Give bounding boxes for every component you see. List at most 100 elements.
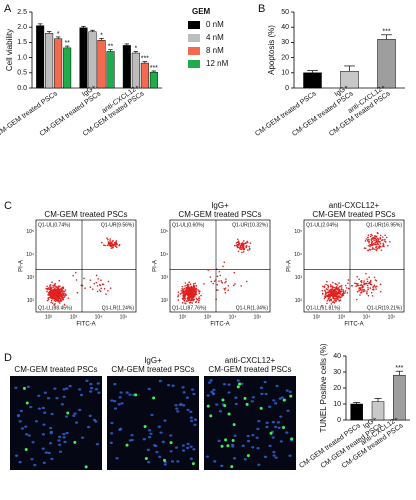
cell-dot xyxy=(344,284,347,287)
legend-swatch xyxy=(188,60,200,68)
cell-dot xyxy=(339,299,342,301)
cell-dot xyxy=(52,286,54,289)
cell-dot xyxy=(241,242,243,245)
cell-dot xyxy=(330,300,332,302)
cell-dot xyxy=(52,294,55,296)
nucleus xyxy=(155,450,159,454)
cell-dot xyxy=(363,283,365,286)
significance: ** xyxy=(64,40,70,47)
cell-dot xyxy=(335,285,338,288)
cell-dot xyxy=(356,284,359,287)
nucleus xyxy=(118,428,122,432)
cell-dot xyxy=(374,234,376,237)
nucleus xyxy=(37,407,41,410)
nucleus xyxy=(96,382,100,385)
nucleus xyxy=(251,446,255,449)
cell-dot xyxy=(45,287,48,290)
nucleus xyxy=(190,388,195,391)
cell-dot xyxy=(338,291,341,293)
cell-dot xyxy=(342,292,344,295)
cell-dot xyxy=(54,300,57,302)
cell-dot xyxy=(368,242,370,244)
cell-dot xyxy=(195,293,198,296)
nucleus xyxy=(218,410,223,413)
cell-dot xyxy=(379,283,382,286)
cell-dot xyxy=(58,302,61,304)
nucleus xyxy=(259,386,263,390)
nucleus xyxy=(115,457,119,460)
x-tick-label: CM-GEM treated PSCs xyxy=(254,90,318,138)
y-tick-label: 1.5 xyxy=(17,39,27,46)
cell-dot xyxy=(197,297,200,300)
nucleus xyxy=(286,409,290,413)
cell-dot xyxy=(380,249,383,251)
cell-dot xyxy=(379,290,382,293)
cell-dot xyxy=(372,285,375,288)
cell-dot xyxy=(360,292,362,294)
cell-dot xyxy=(322,285,324,288)
cell-dot xyxy=(367,286,369,289)
cell-dot xyxy=(366,292,368,295)
nucleus xyxy=(118,396,122,399)
nucleus xyxy=(264,392,268,396)
bar xyxy=(377,39,396,89)
cell-dot xyxy=(103,244,105,247)
y-tick-label: 10⁴ xyxy=(160,252,168,258)
cell-dot xyxy=(371,237,374,239)
cell-dot xyxy=(238,243,241,245)
cell-dot xyxy=(322,293,324,295)
cell-dot xyxy=(363,288,365,291)
apoptotic-cell xyxy=(290,437,294,441)
nucleus xyxy=(217,439,221,443)
cell-dot xyxy=(220,280,222,282)
cell-dot xyxy=(224,289,226,291)
quadrant-label: Q1-LL(88.45%) xyxy=(38,305,73,311)
cell-dot xyxy=(183,294,186,297)
cell-dot xyxy=(338,295,341,297)
cell-dot xyxy=(360,283,363,286)
y-tick-label: 30 xyxy=(333,369,341,376)
cell-dot xyxy=(340,288,343,291)
bar xyxy=(393,374,406,421)
cell-dot xyxy=(196,299,198,301)
cell-dot xyxy=(195,290,197,292)
cell-dot xyxy=(355,282,358,285)
cell-dot xyxy=(60,291,62,294)
nucleus xyxy=(79,393,84,397)
nucleus xyxy=(117,402,121,406)
cell-dot xyxy=(358,287,361,289)
cell-dot xyxy=(96,290,99,293)
nucleus xyxy=(58,450,63,453)
cell-dot xyxy=(199,290,201,292)
cell-dot xyxy=(112,239,114,242)
apoptotic-cell xyxy=(259,406,263,410)
nucleus xyxy=(27,434,31,437)
cell-dot xyxy=(351,284,353,287)
cell-dot xyxy=(362,290,365,293)
nucleus xyxy=(208,381,212,384)
apoptotic-cell xyxy=(73,440,77,444)
cell-dot xyxy=(368,238,370,241)
cell-dot xyxy=(99,290,102,293)
cell-dot xyxy=(216,283,219,286)
cell-dot xyxy=(379,234,382,237)
cell-dot xyxy=(49,295,52,297)
cell-dot xyxy=(383,245,385,248)
bar xyxy=(350,403,363,421)
cell-dot xyxy=(323,297,326,300)
cell-dot xyxy=(240,246,242,249)
cell-dot xyxy=(223,287,225,290)
nucleus xyxy=(277,426,281,429)
cell-dot xyxy=(245,246,247,249)
cell-dot xyxy=(189,299,192,301)
cell-dot xyxy=(57,299,59,302)
cell-dot xyxy=(57,295,60,298)
bar xyxy=(131,52,140,89)
nucleus xyxy=(285,389,289,392)
cell-dot xyxy=(197,301,200,304)
cell-dot xyxy=(232,284,235,287)
cell-dot xyxy=(49,293,51,295)
nucleus xyxy=(80,436,85,439)
cell-dot xyxy=(237,250,240,253)
apoptotic-cell xyxy=(220,444,224,448)
